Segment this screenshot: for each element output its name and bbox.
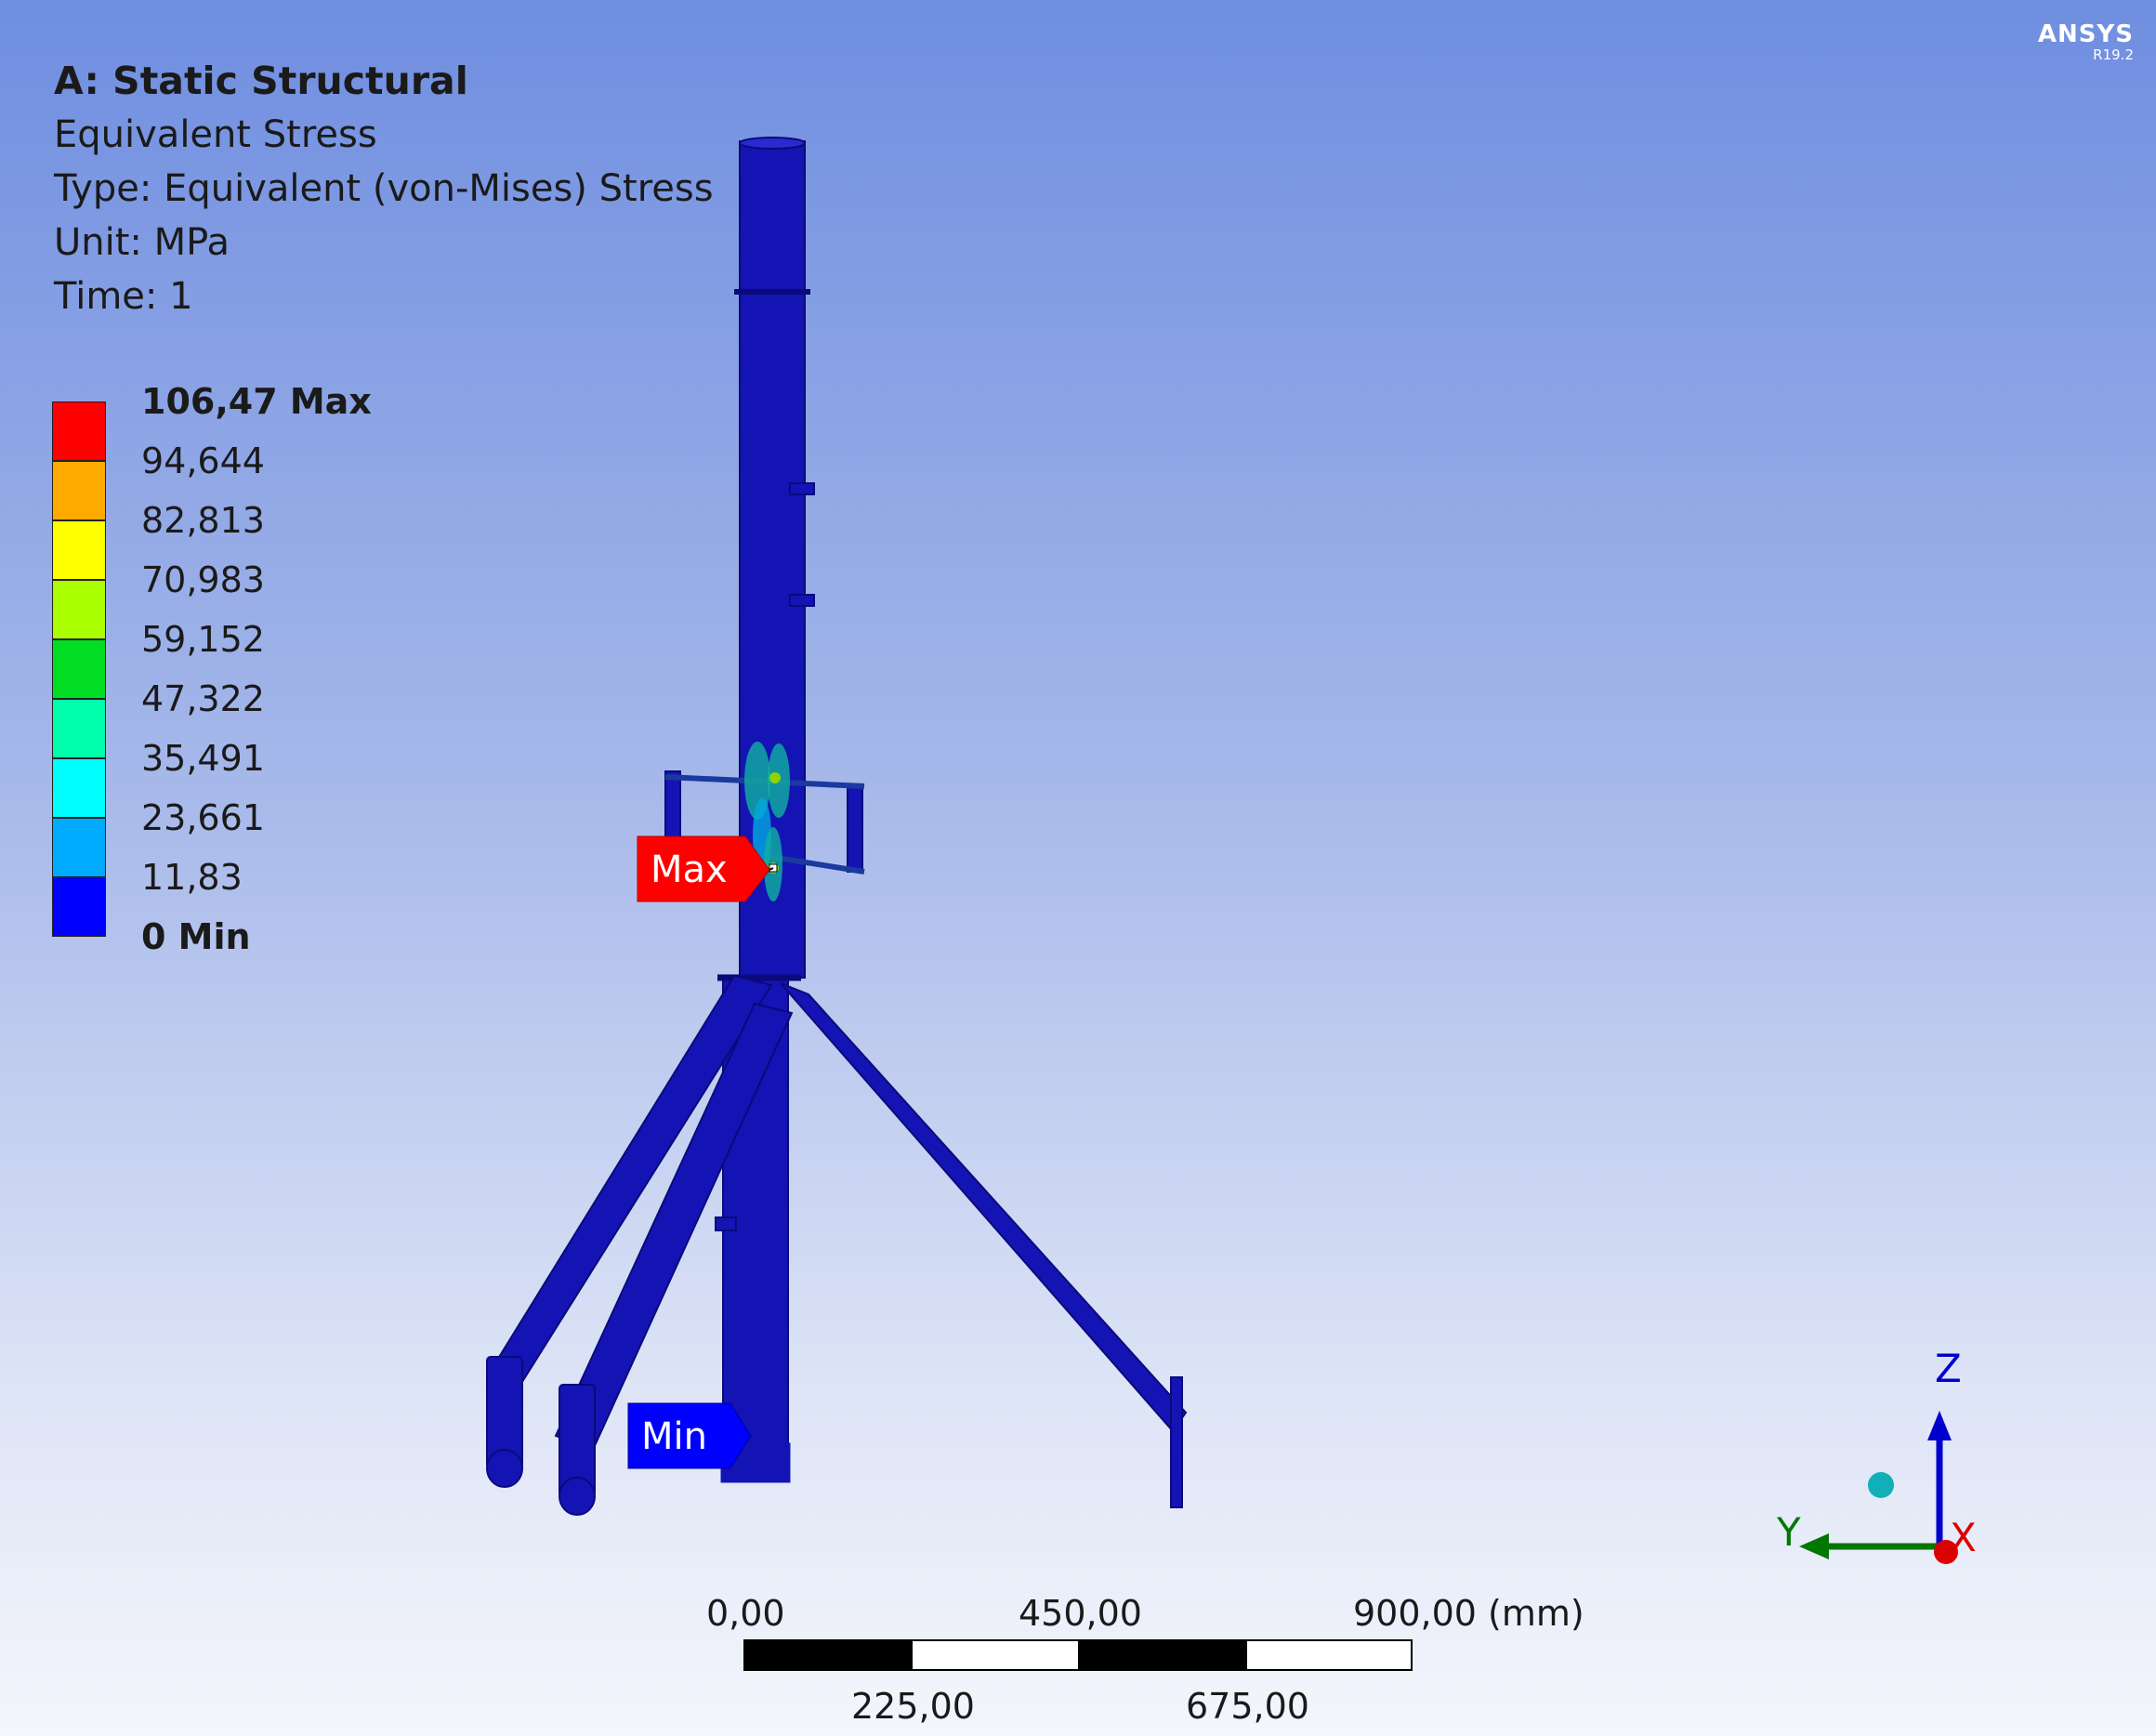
- legend-max-value: 106,47 Max: [141, 381, 372, 422]
- scale-label-675: 675,00: [1186, 1686, 1309, 1727]
- min-label: Min: [641, 1415, 707, 1458]
- max-marker[interactable]: [637, 835, 770, 902]
- result-name: Equivalent Stress: [54, 113, 377, 156]
- legend-swatch: [52, 580, 106, 639]
- scale-segment: [1245, 1639, 1413, 1671]
- legend-value: 70,983: [141, 559, 265, 600]
- logo-version: R19.2: [2093, 46, 2134, 63]
- legend-value: 11,83: [141, 857, 243, 898]
- x-axis-dot: [1934, 1540, 1958, 1564]
- y-axis-label: Y: [1777, 1509, 1801, 1555]
- legend-min-value: 0 Min: [141, 916, 251, 957]
- y-arrow-icon: [1799, 1533, 1829, 1559]
- scale-label-900: 900,00 (mm): [1353, 1593, 1584, 1634]
- legend-value: 47,322: [141, 678, 265, 719]
- scale-segment: [911, 1639, 1080, 1671]
- legend-swatch: [52, 639, 106, 699]
- axis-triad[interactable]: [1799, 1411, 1958, 1564]
- ansys-logo: ANSYS R19.2: [2038, 20, 2134, 63]
- legend-value: 23,661: [141, 797, 265, 838]
- result-header: A: Static Structural Equivalent Stress T…: [54, 54, 714, 323]
- scale-label-0: 0,00: [706, 1593, 785, 1634]
- legend-value: 59,152: [141, 619, 265, 660]
- legend-swatch: [52, 699, 106, 758]
- legend-value: 94,644: [141, 441, 265, 481]
- legend-swatch: [52, 401, 106, 461]
- result-time: Time: 1: [54, 275, 193, 318]
- legend-swatch: [52, 461, 106, 520]
- stress-hotspot: [744, 742, 790, 901]
- legend-swatch: [52, 877, 106, 937]
- z-axis-label: Z: [1935, 1346, 1962, 1391]
- z-arrow-icon: [1927, 1411, 1952, 1440]
- legend-swatch: [52, 818, 106, 877]
- scale-label-450: 450,00: [1019, 1593, 1142, 1634]
- scale-label-225: 225,00: [851, 1686, 975, 1727]
- min-marker[interactable]: [627, 1402, 752, 1469]
- scale-segment: [1078, 1639, 1247, 1671]
- isometric-view-icon[interactable]: [1868, 1472, 1894, 1498]
- leg-right: [780, 982, 1188, 1433]
- result-unit: Unit: MPa: [54, 221, 230, 264]
- analysis-title: A: Static Structural: [54, 59, 468, 103]
- legend-value: 82,813: [141, 500, 265, 541]
- logo-name: ANSYS: [2037, 20, 2134, 48]
- legend-swatch: [52, 758, 106, 818]
- legend-value: 35,491: [141, 738, 265, 779]
- legend-swatch: [52, 520, 106, 580]
- tower-structure: [486, 137, 1188, 1516]
- scale-segment: [743, 1639, 913, 1671]
- x-axis-label: X: [1950, 1515, 1977, 1560]
- result-type: Type: Equivalent (von-Mises) Stress: [54, 167, 714, 210]
- max-label: Max: [651, 848, 728, 891]
